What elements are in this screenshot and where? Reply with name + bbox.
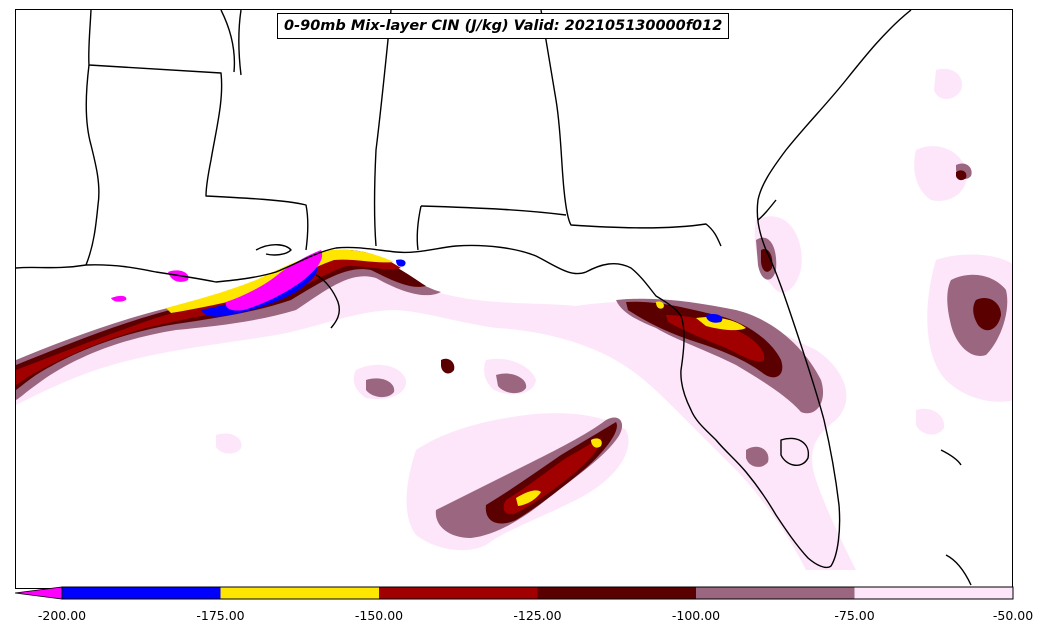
colorbar-tick-label: -50.00 [992, 608, 1034, 623]
colorbar-tick-label: -200.00 [37, 608, 87, 623]
colorbar-tick-label: -175.00 [196, 608, 245, 623]
colorbar [14, 586, 1014, 600]
colorbar-segment [696, 587, 855, 599]
colorbar-segments [62, 587, 1013, 599]
coastlines-and-borders [16, 10, 972, 586]
colorbar-tick-label: -100.00 [671, 608, 721, 623]
map-title: 0-90mb Mix-layer CIN (J/kg) Valid: 20210… [277, 13, 730, 39]
colorbar-segment [537, 587, 696, 599]
colorbar-outline [61, 586, 1014, 600]
cin-shading-magenta [111, 250, 323, 311]
colorbar-segment [220, 587, 379, 599]
colorbar-segment [379, 587, 538, 599]
map-panel [15, 9, 1013, 589]
cin-map [16, 10, 1012, 586]
colorbar-segment [62, 587, 221, 599]
colorbar-tick-label: -125.00 [513, 608, 562, 623]
colorbar-tick-label: -150.00 [354, 608, 404, 623]
colorbar-segment [854, 587, 1013, 599]
colorbar-tick-label: -75.00 [834, 608, 875, 623]
colorbar-extend-arrow [14, 586, 63, 600]
